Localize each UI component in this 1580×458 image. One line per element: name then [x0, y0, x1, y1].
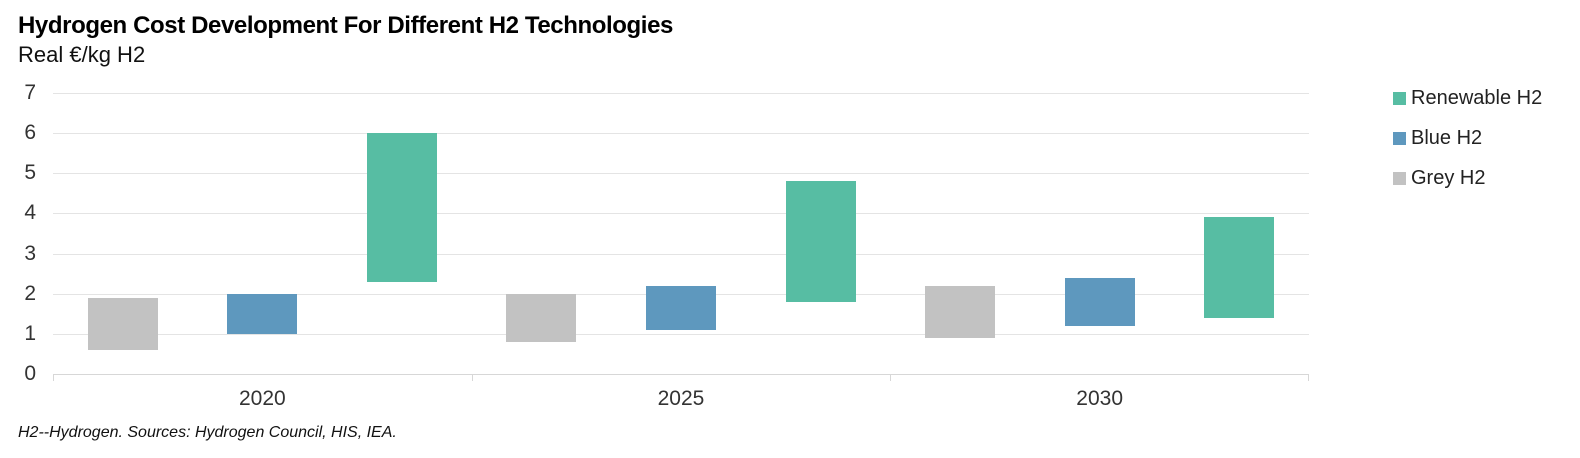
- source-footnote: H2--Hydrogen. Sources: Hydrogen Council,…: [18, 424, 397, 441]
- legend-label-grey-h2: Grey H2: [1411, 167, 1486, 189]
- bar-blue-h2-2020: [227, 293, 298, 334]
- bar-blue-h2-2030: [1064, 277, 1135, 326]
- legend-label-renewable-h2: Renewable H2: [1411, 87, 1543, 109]
- x-axis-label-2020: 2020: [238, 387, 286, 410]
- chart-title: Hydrogen Cost Development For Different …: [18, 12, 673, 39]
- legend-item-blue-h2: Blue H2: [1393, 127, 1542, 149]
- gridline-5: [53, 173, 1309, 175]
- y-axis-tick-label-1: 1: [24, 321, 36, 345]
- x-axis-tick-mark: [53, 374, 54, 381]
- plot-area: [53, 93, 1309, 381]
- legend: Renewable H2 Blue H2 Grey H2: [1393, 87, 1543, 208]
- x-axis-label-2030: 2030: [1076, 387, 1124, 410]
- gridline-0: [53, 374, 1309, 375]
- x-axis: 2020 2025 2030: [53, 387, 1309, 413]
- bar-grey-h2-2020: [87, 297, 158, 350]
- gridline-6: [53, 133, 1309, 135]
- bar-renewable-h2-2025: [785, 181, 856, 302]
- gridline-7: [53, 93, 1309, 94]
- y-axis-tick-label-6: 6: [24, 121, 36, 145]
- y-axis-tick-label-7: 7: [24, 81, 36, 104]
- gridline-3: [53, 253, 1309, 255]
- y-axis-tick-label-0: 0: [24, 362, 36, 385]
- legend-swatch-renewable-h2: [1393, 92, 1406, 105]
- legend-item-renewable-h2: Renewable H2: [1393, 87, 1543, 109]
- y-axis-tick-label-5: 5: [24, 161, 36, 185]
- bar-renewable-h2-2020: [366, 133, 437, 282]
- gridline-4: [53, 213, 1309, 215]
- legend-swatch-blue-h2: [1393, 132, 1406, 145]
- legend-label-blue-h2: Blue H2: [1411, 127, 1483, 149]
- chart-subtitle: Real €/kg H2: [18, 42, 146, 67]
- legend-swatch-grey-h2: [1393, 172, 1406, 185]
- bar-renewable-h2-2030: [1204, 217, 1275, 318]
- x-axis-tick-mark: [1308, 374, 1309, 381]
- legend-item-grey-h2: Grey H2: [1393, 167, 1542, 189]
- y-axis-tick-label-3: 3: [24, 241, 36, 265]
- x-axis-label-2025: 2025: [657, 387, 705, 410]
- y-axis-tick-label-4: 4: [24, 201, 36, 225]
- y-axis-tick-label-2: 2: [24, 281, 36, 305]
- bar-grey-h2-2030: [925, 285, 996, 338]
- bar-blue-h2-2025: [646, 285, 716, 330]
- bar-grey-h2-2025: [506, 293, 577, 342]
- x-axis-tick-mark: [890, 374, 891, 381]
- gridline-1: [53, 333, 1309, 335]
- y-axis: 0 1 2 3 4 5 6 7: [0, 82, 42, 385]
- x-axis-tick-mark: [472, 374, 473, 381]
